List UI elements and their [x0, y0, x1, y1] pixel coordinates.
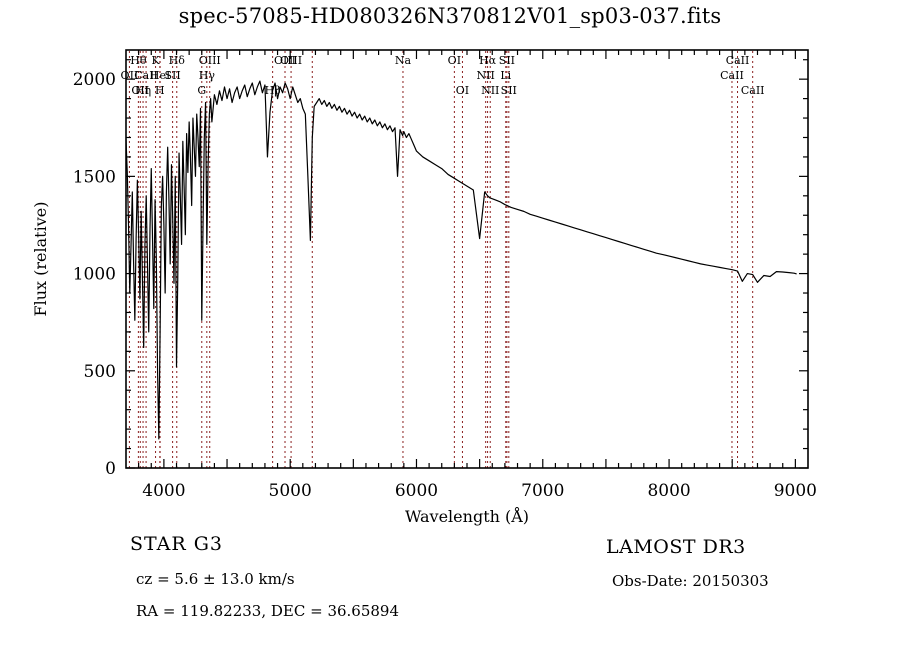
spectral-line-label: HeI [150, 69, 170, 82]
spectral-line-label: NII [477, 69, 495, 82]
spectrum-trace [125, 80, 797, 440]
spectral-line-label: G [197, 84, 206, 97]
spectral-line-label: H [155, 84, 165, 97]
x-tick-label: 6000 [395, 481, 438, 501]
spectral-line-label: SII [501, 84, 517, 97]
spectral-line-label: Na [395, 54, 412, 67]
obs-date-label: Obs-Date: 20150303 [612, 572, 769, 590]
spectral-line-label: NII [481, 84, 499, 97]
spectral-line-label: Hδ [169, 54, 186, 67]
spectral-line-label: CaII [134, 69, 158, 82]
spectral-line-label: CaII [726, 54, 750, 67]
spectral-line-label: CaII [741, 84, 765, 97]
y-tick-label: 0 [105, 459, 116, 479]
spectral-line-label: Hη [135, 84, 151, 97]
plot-frame [125, 49, 809, 469]
y-tick-label: 2000 [73, 70, 116, 90]
star-class-label: STAR G3 [130, 533, 223, 555]
y-tick-label: 1000 [73, 265, 116, 285]
spectral-line-label: OII [131, 84, 149, 97]
spectral-line-label: SII [499, 54, 515, 67]
spectral-line-label: CaII [720, 69, 744, 82]
spectral-line-label: K [151, 54, 160, 67]
x-tick-label: 5000 [269, 481, 312, 501]
spectral-line-label: OIII [199, 54, 221, 67]
x-axis-title: Wavelength (Å) [405, 506, 529, 526]
x-tick-label: 4000 [142, 481, 185, 501]
spectral-line-label: OI [456, 84, 469, 97]
x-tick-label: 9000 [774, 481, 817, 501]
spectral-line-label: Hθ [130, 54, 147, 67]
y-axis-title: Flux (relative) [31, 202, 50, 317]
coordinates-label: RA = 119.82233, DEC = 36.65894 [136, 602, 400, 620]
spectral-line-label: Hγ [199, 69, 216, 82]
y-tick-label: 1500 [73, 167, 116, 187]
x-tick-label: 8000 [647, 481, 690, 501]
spectral-line-label: Hα [479, 54, 497, 67]
x-tick-label: 7000 [521, 481, 564, 501]
spectral-line-label: OIII [280, 54, 302, 67]
spectral-line-label: OI [448, 54, 461, 67]
y-tick-label: 500 [84, 362, 116, 382]
survey-label: LAMOST DR3 [606, 536, 746, 558]
redshift-velocity-label: cz = 5.6 ± 13.0 km/s [136, 570, 295, 588]
spectral-line-label: SII [164, 69, 180, 82]
spectral-line-label: Li [500, 69, 511, 82]
page-title: spec-57085-HD080326N370812V01_sp03-037.f… [178, 4, 722, 28]
